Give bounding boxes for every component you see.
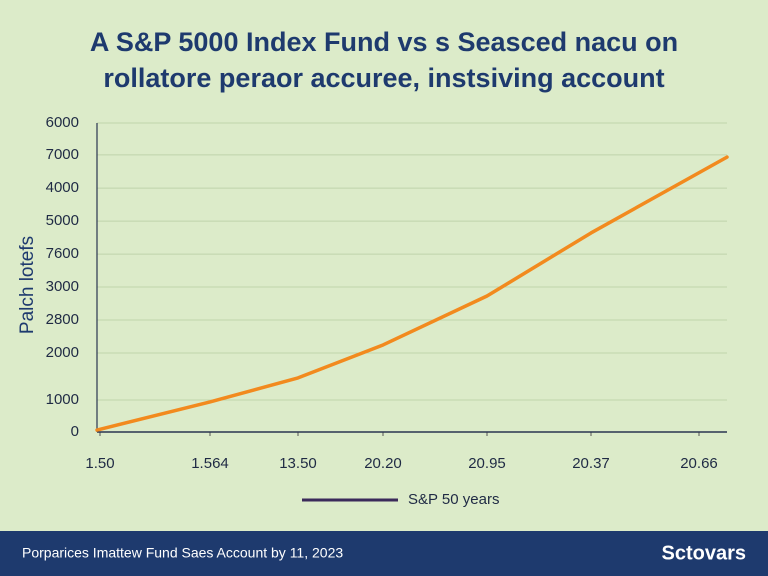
y-tick-label: 0 xyxy=(71,423,79,440)
chart-title: A S&P 5000 Index Fund vs s Seasced nacu … xyxy=(90,27,678,57)
y-tick-label: 2800 xyxy=(46,311,79,328)
y-tick-label: 1000 xyxy=(46,391,79,408)
y-tick-label: 6000 xyxy=(46,114,79,131)
x-tick-label: 20.66 xyxy=(680,455,718,472)
x-tick-label: 20.20 xyxy=(364,455,402,472)
x-tick-label: 20.95 xyxy=(468,455,506,472)
y-tick-label: 2000 xyxy=(46,344,79,361)
x-tick-label: 13.50 xyxy=(279,455,317,472)
x-tick-label: 1.564 xyxy=(191,455,229,472)
footer-logo: Sctovars xyxy=(662,542,747,564)
x-tick-label: 1.50 xyxy=(85,455,114,472)
y-tick-label: 5000 xyxy=(46,212,79,229)
legend-label: S&P 50 years xyxy=(408,491,499,508)
y-tick-label: 7600 xyxy=(46,245,79,262)
y-axis-label: Palch lotefs xyxy=(17,236,38,334)
data-line xyxy=(95,155,729,432)
y-tick-label: 3000 xyxy=(46,278,79,295)
y-tick-label: 7000 xyxy=(46,146,79,163)
footer-text: Porparices Imattew Fund Saes Account by … xyxy=(22,545,343,561)
y-tick-label: 4000 xyxy=(46,179,79,196)
x-tick-label: 20.37 xyxy=(572,455,610,472)
chart-title: rollatore peraor accuree, instsiving acc… xyxy=(103,63,664,93)
footer-bar xyxy=(0,531,768,576)
